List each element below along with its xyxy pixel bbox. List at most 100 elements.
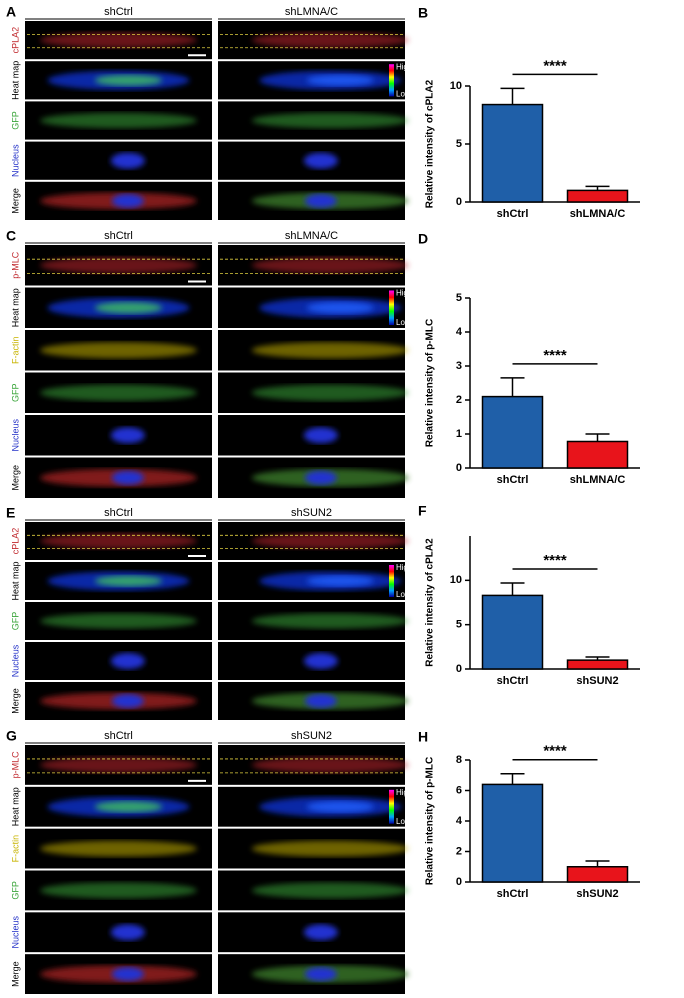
y-tick-label: 4 bbox=[456, 815, 463, 827]
significance-label: **** bbox=[543, 57, 567, 74]
heat-core bbox=[306, 302, 374, 314]
nucleus bbox=[303, 152, 338, 169]
y-tick-label: 10 bbox=[450, 80, 462, 92]
column-header: shCtrl bbox=[104, 730, 133, 742]
significance-label: **** bbox=[543, 552, 567, 569]
column-header: shCtrl bbox=[104, 507, 133, 519]
merge-nucleus bbox=[111, 967, 144, 982]
bar bbox=[566, 189, 629, 203]
row-label: GFP bbox=[10, 383, 20, 402]
stain-cell bbox=[251, 384, 409, 401]
x-tick-label: shLMNA/C bbox=[570, 208, 626, 220]
row-label: F-actin bbox=[10, 336, 20, 364]
y-tick-label: 3 bbox=[456, 360, 462, 372]
x-tick-label: shCtrl bbox=[497, 888, 529, 900]
nucleus bbox=[303, 924, 338, 941]
row-label: Nucleus bbox=[10, 915, 20, 948]
panel-letter: B bbox=[418, 5, 428, 21]
scale-low: Low bbox=[396, 590, 411, 599]
merge-nucleus bbox=[304, 470, 337, 485]
merge-nucleus bbox=[304, 694, 337, 708]
stain-cell bbox=[251, 613, 409, 629]
stain-cell bbox=[39, 613, 198, 629]
stain-cell bbox=[39, 112, 198, 129]
stain-cell bbox=[39, 756, 198, 773]
panel-letter: G bbox=[6, 728, 17, 744]
y-axis-label: Relative intensity of p-MLC bbox=[425, 319, 436, 447]
heat-core bbox=[306, 801, 374, 813]
y-tick-label: 5 bbox=[456, 292, 462, 304]
column-header: shCtrl bbox=[104, 230, 133, 242]
column-header: shLMNA/C bbox=[285, 230, 338, 242]
row-label: Heat map bbox=[10, 61, 20, 100]
heat-core bbox=[94, 74, 163, 86]
row-label: Merge bbox=[10, 961, 20, 987]
color-scale bbox=[389, 565, 394, 597]
row-label: p-MLC bbox=[10, 251, 20, 279]
bar bbox=[566, 440, 629, 469]
nucleus bbox=[110, 427, 145, 444]
column-header: shSUN2 bbox=[291, 507, 332, 519]
row-label: Nucleus bbox=[10, 144, 20, 177]
row-label: GFP bbox=[10, 881, 20, 900]
y-axis-label: Relative intensity of cPLA2 bbox=[425, 79, 436, 208]
scale-low: Low bbox=[396, 817, 411, 826]
stain-cell bbox=[251, 533, 409, 549]
scale-high: High bbox=[396, 788, 412, 797]
y-tick-label: 5 bbox=[456, 619, 462, 631]
stain-cell bbox=[39, 342, 198, 359]
panel-letter: D bbox=[418, 231, 428, 247]
y-axis-label: Relative intensity of cPLA2 bbox=[425, 538, 436, 667]
bar bbox=[481, 594, 544, 670]
x-tick-label: shCtrl bbox=[497, 208, 529, 220]
significance-label: **** bbox=[543, 347, 567, 364]
y-tick-label: 10 bbox=[450, 574, 462, 586]
merge-nucleus bbox=[111, 470, 144, 485]
nucleus bbox=[110, 152, 145, 169]
scale-high: High bbox=[396, 563, 412, 572]
row-label: Merge bbox=[10, 465, 20, 491]
bar bbox=[481, 783, 544, 883]
y-tick-label: 8 bbox=[456, 754, 462, 766]
bar bbox=[481, 395, 544, 469]
row-label: GFP bbox=[10, 612, 20, 631]
heat-core bbox=[306, 575, 374, 587]
row-label: cPLA2 bbox=[10, 27, 20, 54]
row-label: Heat map bbox=[10, 561, 20, 600]
stain-cell bbox=[251, 756, 409, 773]
row-label: p-MLC bbox=[10, 751, 20, 779]
y-tick-label: 5 bbox=[456, 138, 462, 150]
x-tick-label: shLMNA/C bbox=[570, 474, 626, 486]
y-tick-label: 2 bbox=[456, 394, 462, 406]
column-header: shLMNA/C bbox=[285, 6, 338, 18]
x-tick-label: shSUN2 bbox=[576, 888, 618, 900]
y-tick-label: 0 bbox=[456, 663, 462, 675]
row-label: GFP bbox=[10, 111, 20, 130]
y-tick-label: 0 bbox=[456, 462, 462, 474]
nucleus bbox=[303, 427, 338, 444]
panel-letter: A bbox=[6, 4, 16, 20]
stain-cell bbox=[39, 384, 198, 401]
x-tick-label: shCtrl bbox=[497, 474, 529, 486]
merge-nucleus bbox=[111, 694, 144, 708]
heat-core bbox=[306, 74, 374, 86]
heat-core bbox=[94, 801, 163, 813]
nucleus bbox=[110, 653, 145, 669]
stain-cell bbox=[39, 32, 198, 48]
stain-cell bbox=[251, 882, 409, 899]
scale-low: Low bbox=[396, 318, 411, 327]
row-label: Nucleus bbox=[10, 644, 20, 677]
color-scale bbox=[389, 789, 394, 824]
bar bbox=[566, 659, 629, 670]
heat-core bbox=[94, 302, 163, 314]
nucleus bbox=[110, 924, 145, 941]
bar bbox=[566, 866, 629, 883]
y-tick-label: 2 bbox=[456, 845, 462, 857]
stain-cell bbox=[251, 112, 409, 129]
column-header: shSUN2 bbox=[291, 730, 332, 742]
x-tick-label: shSUN2 bbox=[576, 675, 618, 687]
scale-high: High bbox=[396, 62, 412, 71]
stain-cell bbox=[251, 342, 409, 359]
stain-cell bbox=[39, 840, 198, 857]
